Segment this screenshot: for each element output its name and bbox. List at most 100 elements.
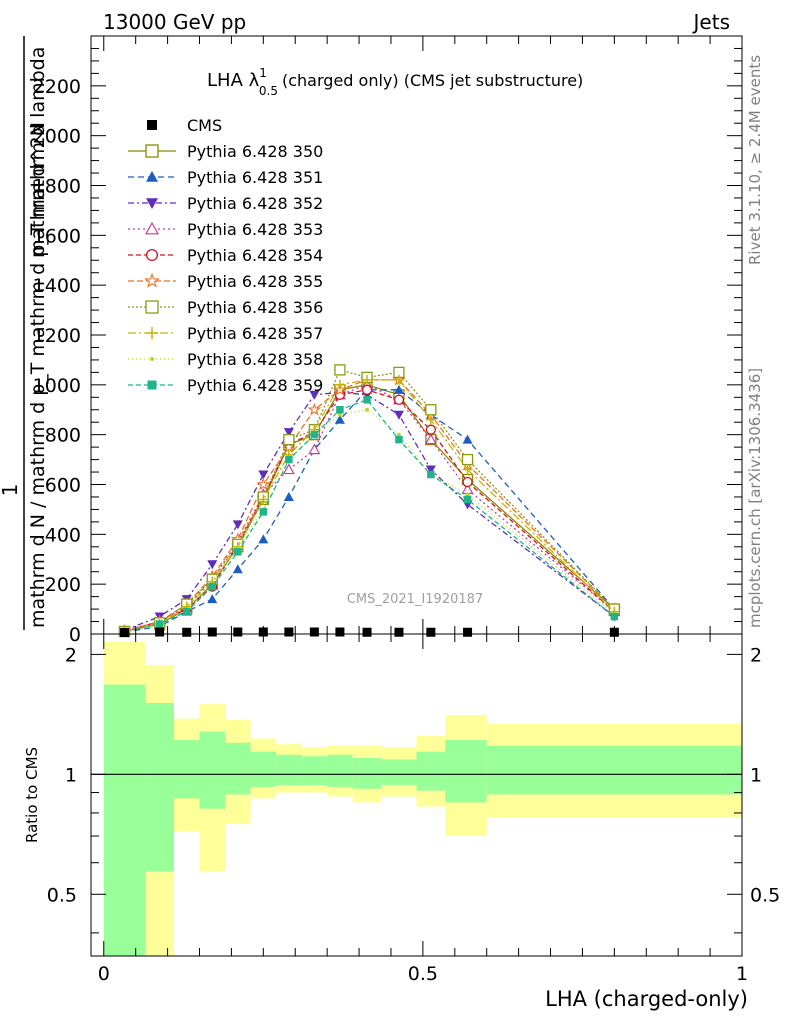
y-tick-label: 1800 — [33, 176, 81, 198]
series-point — [395, 435, 403, 444]
cms-point — [155, 627, 165, 637]
series-point — [462, 476, 473, 488]
legend-entry-4: Pythia 6.428 353 — [128, 220, 323, 239]
legend-marker — [150, 357, 154, 361]
cms-point — [362, 627, 372, 637]
legend-label-cms: CMS — [187, 116, 222, 135]
header-right: Jets — [692, 10, 730, 34]
y-tick-label: 400 — [45, 524, 81, 546]
series-point — [393, 384, 404, 394]
series-point — [363, 396, 371, 404]
x-tick-label: 1 — [736, 963, 748, 985]
y-label-one: 1 — [0, 484, 22, 497]
series-point — [362, 374, 373, 385]
series-point — [337, 412, 342, 417]
y-tick-label: 800 — [45, 425, 81, 447]
y-label-numerator: mathrm d^2N — [27, 122, 49, 258]
x-tick-label: 0.5 — [408, 963, 438, 985]
legend-entry-10: Pythia 6.428 359 — [128, 376, 323, 395]
rivet-label: Rivet 3.1.10, ≥ 2.4M events — [746, 55, 764, 265]
legend-label: Pythia 6.428 353 — [187, 220, 323, 239]
legend-entry-1: Pythia 6.428 350 — [128, 142, 323, 161]
series-point — [365, 407, 370, 412]
cms-point — [233, 627, 243, 637]
series-line — [124, 399, 615, 633]
cms-point — [284, 627, 294, 637]
series-point — [282, 440, 296, 453]
series-point — [235, 544, 240, 549]
series-point — [427, 470, 435, 479]
y-tick-label: 1400 — [33, 275, 81, 297]
series-point — [393, 374, 404, 385]
legend: CMS Pythia 6.428 350 Pythia 6.428 351 Pythi… — [128, 116, 323, 395]
series-point — [463, 495, 472, 504]
ratio-frame — [90, 633, 743, 957]
series-point — [425, 465, 436, 475]
legend-label: Pythia 6.428 356 — [187, 298, 323, 317]
series-point — [283, 433, 295, 446]
legend-marker — [144, 272, 160, 288]
series-point — [361, 384, 373, 395]
series-point — [308, 443, 321, 455]
series-point — [393, 394, 405, 405]
series-point — [334, 414, 345, 424]
ratio-y-tick-label: 2 — [65, 644, 77, 666]
ratio-bands — [103, 641, 742, 956]
legend-marker — [146, 327, 158, 339]
ratio-y-tick-label-right: 0.5 — [750, 884, 780, 906]
cms-point — [207, 627, 217, 637]
legend-entry-3: Pythia 6.428 352 — [128, 194, 323, 213]
legend-entry-cms: CMS — [147, 116, 222, 135]
y-tick-label: 2200 — [33, 76, 81, 98]
cms-point — [426, 627, 436, 637]
legend-label: Pythia 6.428 355 — [187, 272, 323, 291]
legend-marker — [144, 221, 160, 235]
header-left: 13000 GeV pp — [103, 10, 246, 34]
series-point — [258, 470, 269, 480]
legend-marker — [146, 171, 158, 182]
legend-marker — [145, 248, 159, 262]
chart-title-sup: 1 — [259, 66, 267, 80]
ratio-band-green — [445, 739, 487, 803]
series-point — [462, 464, 473, 475]
series-point — [258, 494, 269, 505]
legend-label: Pythia 6.428 354 — [187, 246, 323, 265]
series-line — [124, 384, 615, 632]
legend-label: Pythia 6.428 357 — [187, 324, 323, 343]
legend-entry-8: Pythia 6.428 357 — [128, 324, 323, 343]
ratio-band-green — [199, 731, 226, 809]
series-point — [283, 491, 294, 501]
series-point — [336, 406, 344, 414]
cms-point — [120, 628, 130, 638]
chart-title-rest: (charged only) (CMS jet substructure) — [282, 71, 583, 90]
y-label-denominator: mathrm d N / mathrm d p_T mathrm d p_T m… — [27, 47, 49, 628]
series-point — [461, 453, 474, 466]
x-axis-label: LHA (charged-only) — [545, 987, 748, 1011]
series-point — [309, 390, 320, 400]
ratio-band-green — [250, 751, 277, 787]
series-point — [425, 414, 436, 425]
series-point — [259, 508, 268, 516]
cms-point — [309, 627, 319, 637]
series-point — [334, 379, 345, 390]
ratio-band-green — [381, 759, 417, 786]
ratio-band-green — [145, 703, 174, 872]
ratio-band-green — [352, 757, 382, 789]
series-point — [424, 433, 437, 445]
legend-label: Pythia 6.428 350 — [187, 142, 323, 161]
series-point — [208, 582, 217, 591]
legend-label: Pythia 6.428 351 — [187, 168, 323, 187]
ratio-band-green — [173, 739, 200, 799]
legend-entry-7: Pythia 6.428 356 — [128, 298, 323, 317]
series-point — [310, 430, 319, 439]
series-point — [232, 520, 243, 530]
legend-label: Pythia 6.428 352 — [187, 194, 323, 213]
y-tick-label: 1600 — [33, 225, 81, 247]
series-point — [307, 402, 322, 416]
y-tick-label: 200 — [45, 574, 81, 596]
axes: 0200400600800100012001400160018002000220… — [33, 35, 780, 985]
ratio-y-tick-label-right: 1 — [750, 764, 762, 786]
ratio-band-green — [416, 751, 446, 791]
legend-marker — [146, 198, 158, 209]
